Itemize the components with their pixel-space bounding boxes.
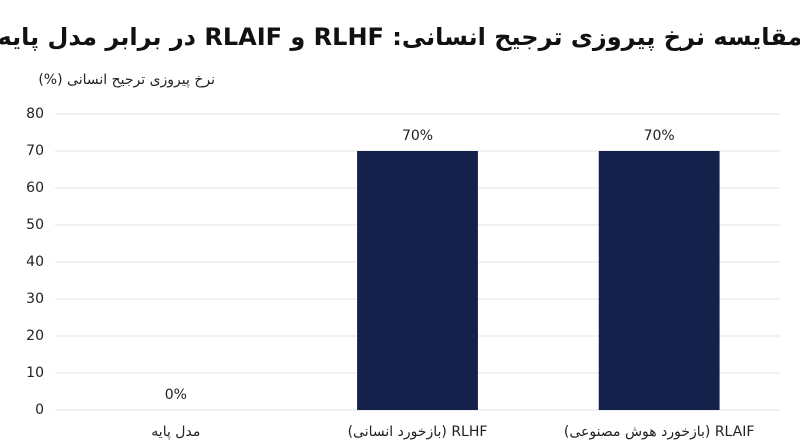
bar [357,151,478,410]
y-axis-label: نرخ پیروزی ترجیح انسانی (%) [38,72,215,88]
x-tick-label: RLAIF (بازخورد هوش مصنوعی) [564,424,755,440]
y-tick-label: 0 [35,402,44,418]
y-tick-label: 60 [26,180,44,196]
value-label: 0% [165,387,187,403]
x-tick-label: مدل پایه [151,424,200,440]
y-tick-label: 30 [26,291,44,307]
y-tick-label: 50 [26,217,44,233]
y-tick-label: 10 [26,365,44,381]
y-tick-label: 40 [26,254,44,270]
y-tick-label: 80 [26,106,44,122]
bar [598,151,720,410]
chart-title: مقایسه نرخ پیروزی ترجیح انسانی: RLHF و R… [0,23,800,51]
y-tick-label: 70 [26,143,44,159]
y-tick-label: 20 [26,328,44,344]
x-tick-label: RLHF (بازخورد انسانی) [348,424,488,440]
value-label: 70% [644,128,675,144]
value-label: 70% [402,128,433,144]
